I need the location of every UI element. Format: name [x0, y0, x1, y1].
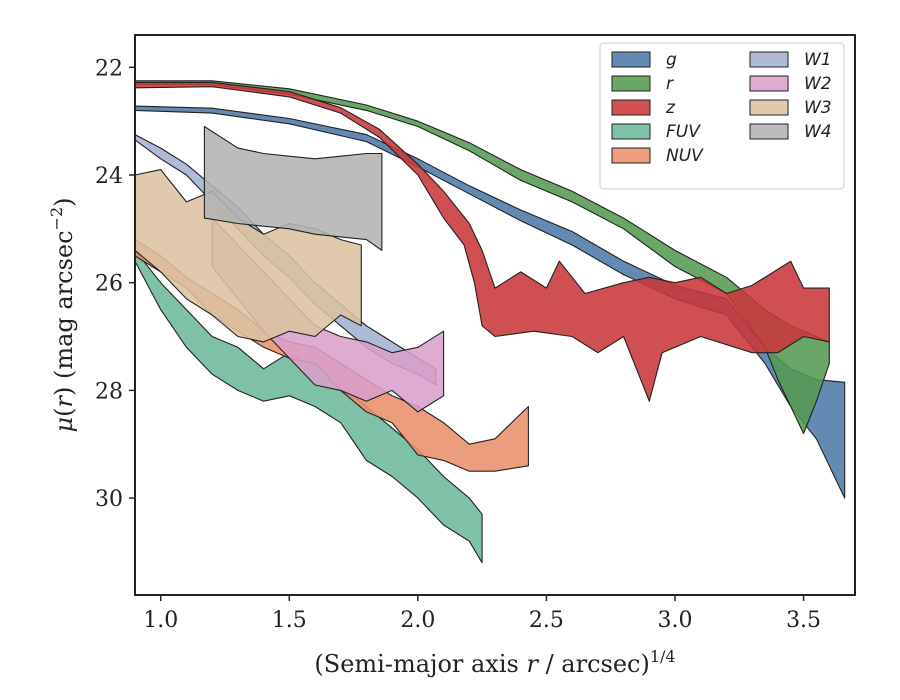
y-tick-label: 30 — [95, 487, 123, 512]
legend-swatch-w2 — [749, 75, 789, 92]
x-tick-label: 1.0 — [143, 608, 178, 633]
series-area-r — [135, 80, 830, 435]
plot-frame — [134, 34, 856, 596]
legend-label-w4: W4 — [804, 122, 832, 142]
x-tick-label: 2.0 — [400, 608, 435, 633]
y-tick-label: 26 — [95, 272, 123, 297]
series-area-fuv — [135, 249, 483, 564]
legend-swatch-w3 — [749, 99, 789, 116]
y-tick-label: 24 — [95, 164, 123, 189]
y-axis-label: μ(r) (mag arcsec−2) — [47, 197, 78, 432]
x-tick-label: 1.5 — [272, 608, 307, 633]
legend-swatch-r — [611, 75, 651, 92]
legend-label-w1: W1 — [804, 50, 832, 70]
legend-swatch-w4 — [749, 123, 789, 140]
legend-swatch-z — [611, 99, 651, 116]
legend-label-z: z — [665, 98, 676, 118]
series-area-z — [135, 81, 830, 402]
series-area-w4 — [203, 125, 383, 251]
y-tick-label: 28 — [95, 379, 123, 404]
legend: grz FUV NUV W1 W2 W3 W4 — [599, 42, 845, 190]
y-axis: 22 24 26 28 30 — [95, 56, 135, 512]
x-axis-label: (Semi-major axis r / arcsec)1/4 — [314, 647, 675, 678]
series-areas — [135, 80, 846, 564]
legend-label-r: r — [666, 74, 674, 94]
legend-label-w2: W2 — [804, 74, 832, 94]
legend-swatch-nuv — [611, 147, 651, 164]
legend-swatch-fuv — [611, 123, 651, 140]
x-tick-label: 3.5 — [786, 608, 821, 633]
y-tick-label: 22 — [95, 56, 123, 81]
x-tick-label: 2.5 — [529, 608, 564, 633]
legend-label-nuv: NUV — [666, 146, 704, 166]
legend-swatch-g — [611, 51, 651, 68]
legend-label-fuv: FUV — [666, 122, 701, 142]
legend-label-w3: W3 — [804, 98, 832, 118]
x-tick-label: 3.0 — [658, 608, 693, 633]
x-axis: 1.0 1.5 2.0 2.5 3.0 3.5 — [143, 595, 821, 633]
legend-label-g: g — [666, 50, 677, 70]
legend-swatch-w1 — [749, 51, 789, 68]
